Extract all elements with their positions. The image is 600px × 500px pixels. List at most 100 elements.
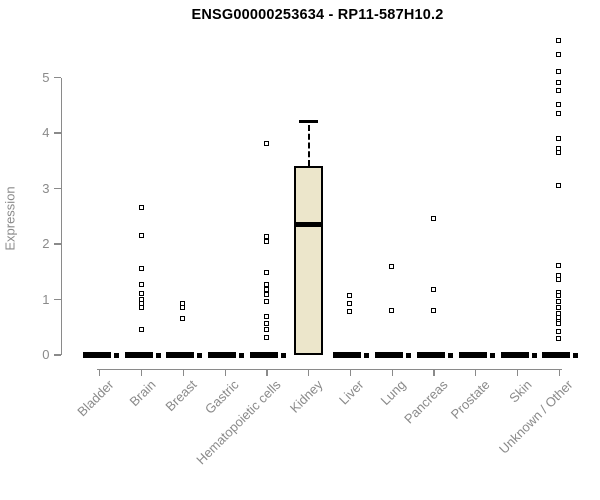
- data-point: [556, 110, 562, 116]
- data-point: [263, 299, 269, 305]
- data-point: [347, 292, 353, 298]
- data-point: [263, 335, 269, 341]
- x-axis-tick: [558, 368, 560, 376]
- x-axis-tick: [140, 368, 143, 376]
- x-axis-tick: [99, 368, 101, 376]
- y-axis-tick: [53, 298, 61, 301]
- y-tick-label: 2: [42, 236, 50, 251]
- box-iqr: [294, 166, 324, 355]
- data-point: [430, 286, 436, 292]
- y-axis-tick: [53, 243, 61, 245]
- data-point: [389, 307, 395, 313]
- data-point: [556, 304, 562, 310]
- data-point: [556, 328, 562, 334]
- data-point: [556, 135, 562, 141]
- data-point: [430, 307, 436, 313]
- y-tick-label: 3: [42, 180, 50, 196]
- data-point: [556, 293, 562, 299]
- data-point: [556, 336, 562, 342]
- upper-whisker-cap: [299, 120, 319, 124]
- data-point: [556, 52, 562, 58]
- data-point: [138, 204, 144, 210]
- x-axis-tick: [308, 368, 310, 376]
- zero-outlier-point: [113, 352, 119, 358]
- zero-expression-bar: [333, 352, 362, 358]
- data-point: [389, 264, 395, 270]
- data-point: [263, 269, 269, 275]
- zero-outlier-point: [447, 352, 453, 358]
- data-point: [347, 309, 353, 315]
- zero-outlier-point: [155, 352, 161, 358]
- data-point: [263, 314, 269, 320]
- data-point: [556, 276, 562, 282]
- y-axis-tick: [53, 76, 61, 79]
- data-point: [556, 80, 562, 86]
- data-point: [556, 182, 562, 188]
- zero-outlier-point: [406, 352, 412, 358]
- upper-whisker-line: [307, 124, 310, 167]
- data-point: [556, 263, 562, 269]
- zero-expression-bar: [82, 352, 111, 358]
- zero-outlier-point: [364, 352, 370, 358]
- zero-outlier-point: [489, 352, 495, 358]
- zero-expression-bar: [500, 352, 529, 358]
- x-axis-tick: [224, 368, 226, 376]
- zero-expression-bar: [458, 352, 487, 358]
- data-point: [263, 291, 269, 297]
- y-axis-line: [60, 77, 62, 355]
- data-point: [556, 102, 562, 108]
- data-point: [180, 315, 186, 321]
- data-point: [263, 327, 269, 333]
- zero-expression-bar: [208, 352, 237, 358]
- x-axis-tick: [433, 368, 435, 376]
- y-tick-label: 0: [42, 347, 50, 362]
- zero-outlier-point: [197, 352, 203, 358]
- y-axis-tick: [53, 132, 61, 134]
- zero-outlier-point: [239, 352, 245, 358]
- data-point: [556, 38, 562, 44]
- data-point: [263, 281, 269, 287]
- zero-outlier-point: [280, 352, 286, 358]
- data-point: [180, 304, 186, 310]
- zero-expression-bar: [124, 352, 153, 358]
- data-point: [556, 88, 562, 94]
- zero-outlier-point: [531, 352, 537, 358]
- data-point: [263, 238, 269, 244]
- data-point: [138, 327, 144, 333]
- x-axis-tick: [391, 368, 393, 376]
- data-point: [138, 281, 144, 287]
- x-axis-line: [97, 368, 562, 370]
- zero-expression-bar: [249, 352, 278, 358]
- zero-outlier-point: [573, 352, 579, 358]
- data-point: [138, 232, 144, 238]
- box-median-line: [294, 222, 324, 228]
- chart-title: ENSG00000253634 - RP11-587H10.2: [191, 7, 444, 23]
- data-point: [263, 141, 269, 147]
- y-axis-tick: [53, 354, 61, 356]
- zero-expression-bar: [542, 352, 571, 358]
- y-tick-label: 5: [42, 69, 50, 85]
- data-point: [263, 320, 269, 326]
- y-tick-label: 1: [42, 291, 50, 307]
- zero-expression-bar: [375, 352, 404, 358]
- x-axis-tick: [266, 368, 268, 376]
- data-point: [556, 149, 562, 155]
- y-axis-tick: [53, 187, 61, 190]
- x-axis-tick: [349, 368, 352, 376]
- data-point: [263, 286, 269, 292]
- x-axis-tick: [516, 368, 519, 376]
- x-axis-tick: [475, 368, 477, 376]
- zero-expression-bar: [166, 352, 195, 358]
- data-point: [556, 321, 562, 327]
- zero-expression-bar: [416, 352, 445, 358]
- data-point: [347, 301, 353, 307]
- y-tick-label: 4: [42, 125, 50, 140]
- x-axis-tick: [182, 368, 185, 376]
- data-point: [430, 216, 436, 222]
- data-point: [138, 290, 144, 296]
- data-point: [138, 265, 144, 271]
- data-point: [556, 299, 562, 305]
- data-point: [138, 305, 144, 311]
